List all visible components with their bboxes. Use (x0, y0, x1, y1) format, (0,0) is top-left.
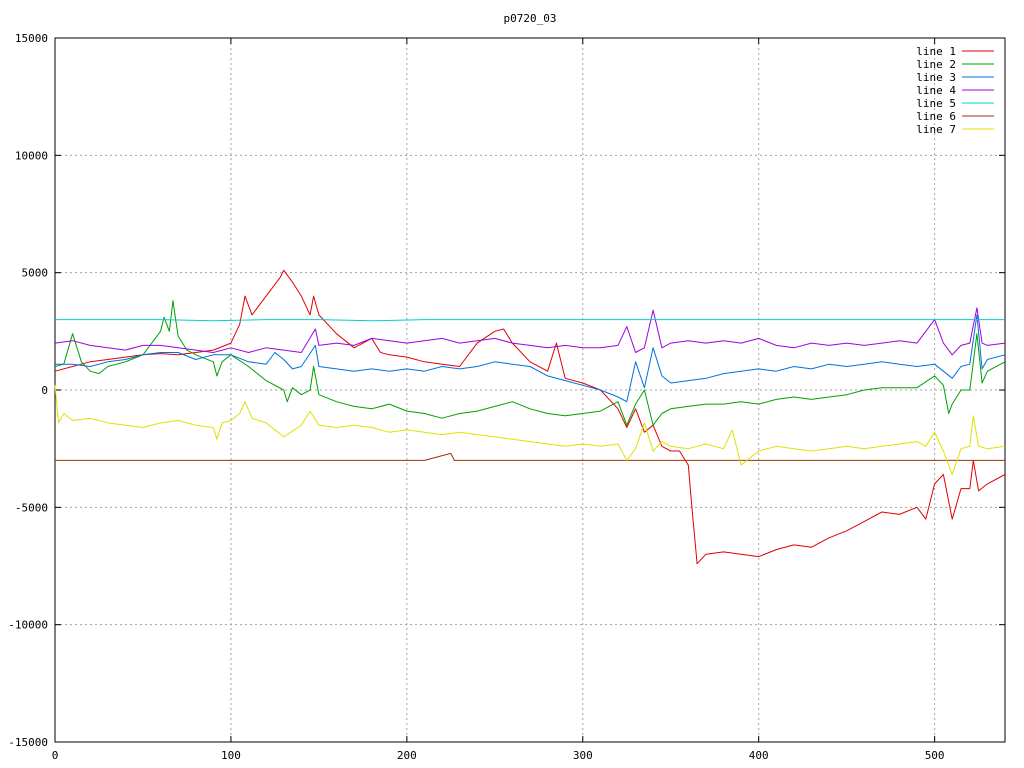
legend-label: line 6 (916, 110, 956, 123)
series-line-3 (55, 314, 1006, 403)
axis-ticks: 0 100 200 300 400 500 -15000 -10000 -5000 0 5000 10… (8, 32, 1005, 762)
legend-label: line 5 (916, 97, 956, 110)
legend-label: line 1 (916, 45, 956, 58)
legend-label: line 4 (916, 84, 956, 97)
legend-label: line 2 (916, 58, 956, 71)
legend-label: line 7 (916, 123, 956, 136)
x-tick-label: 100 (221, 749, 241, 762)
x-tick-label: 200 (397, 749, 417, 762)
y-tick-label: -15000 (8, 736, 48, 749)
x-tick-label: 400 (749, 749, 769, 762)
series-line-6 (55, 452, 1005, 461)
series-line-1 (54, 269, 1006, 565)
x-tick-label: 0 (52, 749, 59, 762)
series-lines (54, 269, 1006, 565)
series-line-7 (54, 385, 1006, 475)
y-tick-label: 0 (41, 384, 48, 397)
y-tick-label: -10000 (8, 619, 48, 632)
grid-lines (55, 38, 1005, 742)
y-tick-label: -5000 (15, 501, 48, 514)
x-tick-label: 300 (573, 749, 593, 762)
x-tick-label: 500 (925, 749, 945, 762)
series-line-5 (55, 319, 1005, 322)
legend-label: line 3 (916, 71, 956, 84)
chart-title: p0720_03 (504, 12, 557, 25)
y-tick-label: 10000 (15, 149, 48, 162)
series-line-4 (54, 307, 1006, 356)
y-tick-label: 5000 (22, 267, 49, 280)
y-tick-label: 15000 (15, 32, 48, 45)
series-line-2 (54, 300, 1006, 426)
